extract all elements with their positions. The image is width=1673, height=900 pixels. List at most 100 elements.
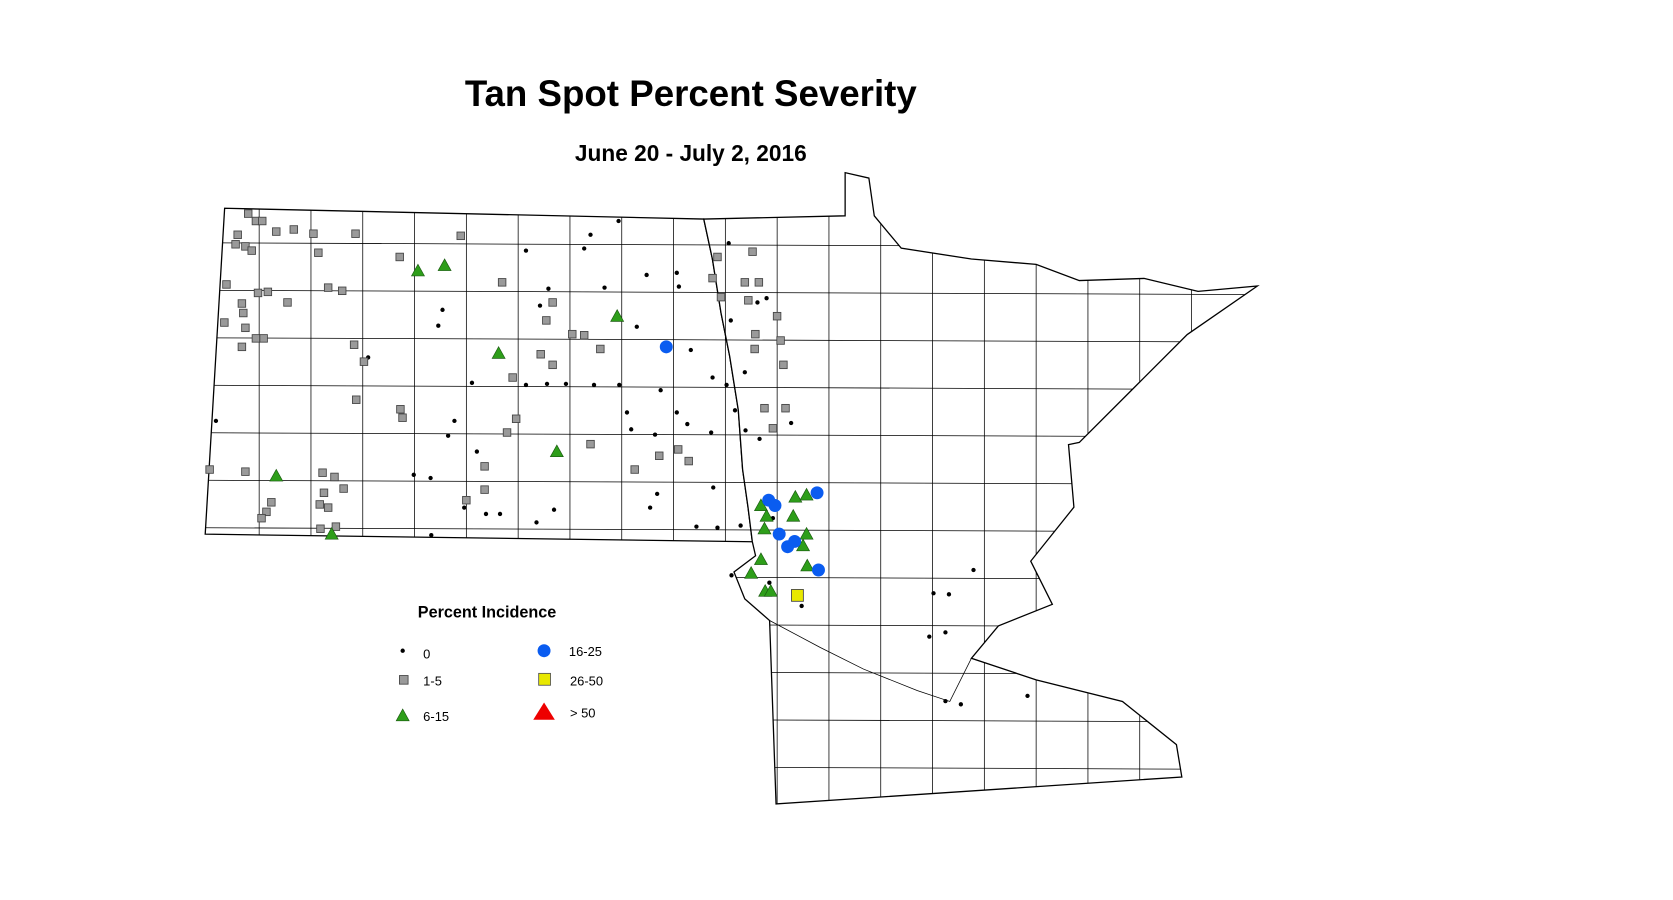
incidence-1-5-square <box>708 273 717 283</box>
zero-incidence-dot <box>971 567 976 573</box>
zero-incidence-dot <box>943 698 948 704</box>
legend-item-6-15: 6-15 <box>395 708 449 724</box>
map-title: Tan Spot Percent Severity <box>465 73 918 114</box>
observation-markers <box>205 209 1030 707</box>
incidence-16-25-circle <box>810 486 824 500</box>
zero-incidence-dot <box>709 430 714 435</box>
zero-incidence-dot <box>694 524 699 529</box>
incidence-1-5-square <box>754 278 764 287</box>
zero-incidence-dot <box>943 630 948 635</box>
incidence-6-15-triangle <box>744 566 759 579</box>
zero-incidence-dot <box>445 433 451 438</box>
legend-label: 1-5 <box>423 673 442 688</box>
zero-incidence-dot <box>715 525 720 530</box>
zero-incidence-dot <box>658 388 663 393</box>
incidence-1-5-square <box>542 316 551 325</box>
incidence-6-15-triangle <box>269 468 284 482</box>
incidence-6-15-triangle <box>324 526 339 540</box>
zero-incidence-dot <box>724 382 729 388</box>
incidence-1-5-square <box>259 334 268 343</box>
incidence-6-15-triangle <box>759 508 774 522</box>
incidence-1-5-square <box>220 318 229 327</box>
incidence-1-5-square <box>251 334 261 343</box>
incidence-1-5-square <box>750 344 759 354</box>
incidence-1-5-square <box>244 209 253 218</box>
map-subtitle: June 20 - July 2, 2016 <box>575 140 807 166</box>
zero-incidence-dot <box>462 505 467 510</box>
zero-incidence-dot <box>711 485 716 490</box>
incidence-1-5-square <box>323 503 333 512</box>
zero-incidence-dot <box>469 380 475 385</box>
zero-incidence-dot <box>931 591 936 596</box>
zero-incidence-dot <box>742 370 747 375</box>
incidence-6-15-triangle <box>549 444 564 458</box>
incidence-1-5-square <box>339 484 348 493</box>
zero-incidence-dot <box>788 420 794 426</box>
incidence-1-5-square <box>772 311 782 321</box>
legend-item-0: 0 <box>400 646 430 661</box>
incidence-1-5-square <box>740 278 750 287</box>
incidence-1-5-square <box>508 373 517 382</box>
zero-incidence-dot <box>732 408 738 413</box>
incidence-1-5-square <box>398 413 407 422</box>
zero-incidence-dot <box>546 286 551 291</box>
incidence-1-5-square <box>257 513 266 523</box>
zero-incidence-dot <box>799 603 804 609</box>
incidence-6-15-triangle <box>491 346 506 359</box>
incidence-1-5-square <box>684 456 693 466</box>
zero-incidence-dot <box>729 573 734 578</box>
incidence-1-5-square <box>456 231 465 241</box>
incidence-1-5-square <box>241 323 250 333</box>
incidence-1-5-square <box>548 298 557 307</box>
incidence-16-25-circle <box>812 563 825 577</box>
zero-incidence-dot <box>544 381 550 387</box>
zero-incidence-dot <box>440 307 445 312</box>
incidence-1-5-square <box>480 485 489 494</box>
incidence-1-5-square <box>205 465 214 474</box>
incidence-1-5-square <box>258 216 267 226</box>
zero-incidence-dot <box>674 270 679 275</box>
zero-incidence-dot <box>738 523 743 528</box>
incidence-1-5-square <box>744 296 753 305</box>
zero-incidence-dot <box>674 410 679 415</box>
incidence-1-5-square <box>314 248 323 257</box>
zero-incidence-dot <box>213 418 219 424</box>
zero-incidence-dot <box>617 382 622 388</box>
incidence-1-5-square <box>579 331 589 340</box>
legend-label: > 50 <box>570 706 596 721</box>
zero-incidence-dot <box>582 246 587 251</box>
county-line <box>194 813 1262 817</box>
incidence-1-5-square <box>768 424 778 433</box>
incidence-6-15-triangle <box>799 487 814 501</box>
incidence-1-5-square <box>548 360 557 370</box>
zero-incidence-dot <box>629 427 634 432</box>
zero-incidence-dot <box>755 300 760 305</box>
legend-blue-circle-icon <box>537 644 551 658</box>
incidence-16-25-circle <box>659 340 673 354</box>
incidence-1-5-square <box>323 283 333 292</box>
zero-incidence-dot <box>728 318 733 323</box>
incidence-1-5-square <box>331 522 341 531</box>
incidence-1-5-square <box>748 247 757 256</box>
legend-item-1-5: 1-5 <box>399 673 442 688</box>
county-line <box>205 432 1258 438</box>
zero-incidence-dot <box>685 421 690 427</box>
zero-incidence-dot <box>647 505 653 510</box>
legend-gray-square-icon <box>399 675 409 685</box>
county-line <box>205 384 1258 390</box>
incidence-1-5-square <box>330 472 339 482</box>
legend-item-over-50: > 50 <box>533 702 596 721</box>
legend-yellow-square-icon <box>538 672 551 686</box>
zero-incidence-dot <box>588 232 593 237</box>
incidence-1-5-square <box>596 344 605 354</box>
zero-incidence-dot <box>634 324 639 329</box>
incidence-6-15-triangle <box>410 263 425 277</box>
zero-incidence-dot <box>616 218 621 224</box>
incidence-1-5-square <box>337 286 347 296</box>
zero-incidence-dot <box>710 375 715 380</box>
legend-label: 16-25 <box>569 644 602 659</box>
incidence-1-5-square <box>751 329 760 339</box>
zero-incidence-dot <box>436 323 441 328</box>
incidence-1-5-square <box>351 229 360 238</box>
incidence-16-25-circle <box>768 499 782 512</box>
